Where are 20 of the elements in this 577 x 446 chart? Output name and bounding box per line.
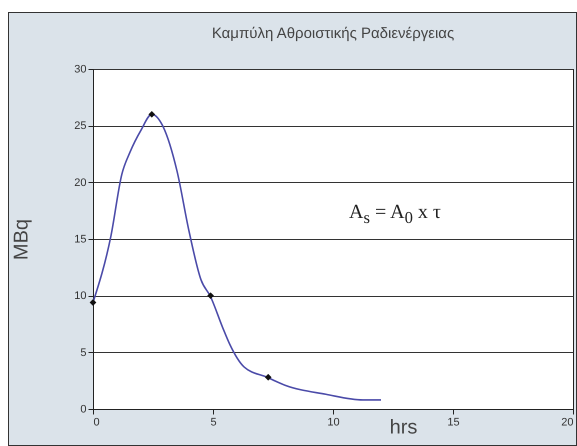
point xyxy=(148,110,156,118)
y-tick-label: 15 xyxy=(74,234,86,246)
x-axis-title: hrs xyxy=(390,416,418,438)
x-tick-label: 0 xyxy=(94,416,100,428)
formula-text: A$_{s}$ = A$_{0}$ x τ xyxy=(349,201,441,228)
point xyxy=(90,299,96,306)
y-tick-label: 5 xyxy=(80,346,86,359)
x-tick-label: 15 xyxy=(447,416,460,428)
y-tick-label: 20 xyxy=(74,176,86,189)
x-tick-label: 20 xyxy=(561,416,574,428)
y-tick-label: 30 xyxy=(74,64,86,76)
y-tick-label: 0 xyxy=(80,404,86,416)
point xyxy=(207,292,214,300)
x-tick-label: 10 xyxy=(327,416,340,428)
x-tick-label: 5 xyxy=(210,416,217,428)
y-tick-label: 25 xyxy=(74,120,86,132)
y-tick-label: 10 xyxy=(74,290,86,302)
y-axis-title: MBq xyxy=(10,218,32,260)
point xyxy=(264,374,272,381)
chart-title: Καμπύλη Αθροιστικής Ραδιενέργειας xyxy=(212,25,454,42)
